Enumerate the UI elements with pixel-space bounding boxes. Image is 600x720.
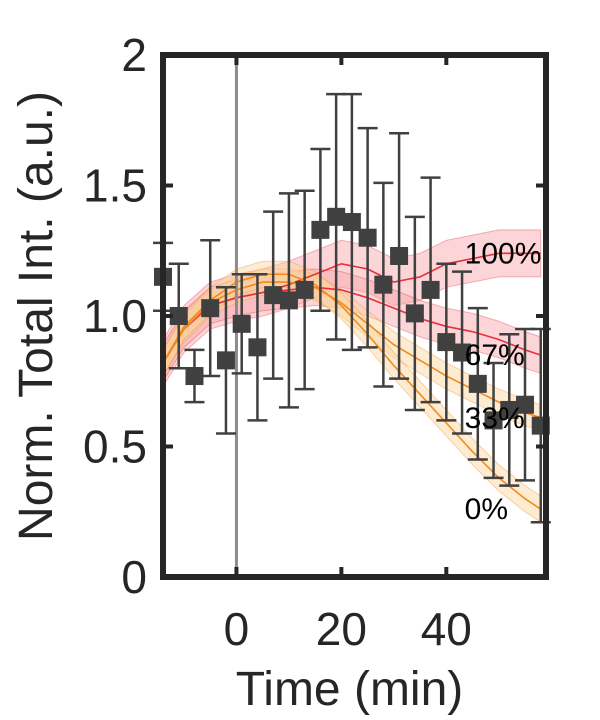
data-point (500, 400, 519, 419)
data-point (185, 367, 204, 386)
data-point (295, 280, 314, 299)
data-point (216, 351, 235, 370)
model-label-3: 0% (465, 493, 508, 526)
model-line-2 (163, 281, 542, 419)
data-point (311, 220, 330, 239)
y-tick-label: 0 (121, 551, 147, 603)
x-tick-label: 0 (224, 603, 250, 655)
data-point (248, 338, 267, 357)
model-label-1: 67% (465, 339, 525, 372)
model-line-3 (163, 273, 542, 510)
data-point (342, 213, 361, 232)
model-lines (163, 252, 542, 510)
x-tick-label: 40 (421, 603, 472, 655)
model-label-2: 33% (465, 402, 525, 435)
data-point (327, 207, 346, 226)
data-point (437, 333, 456, 352)
data-point (201, 299, 220, 318)
data-point (516, 395, 535, 414)
axis-ticks: 0 20 40 0 0.5 1.0 1.5 2 (83, 29, 546, 655)
data-point (169, 307, 188, 325)
data-point (264, 286, 283, 305)
y-tick-label: 1.5 (83, 160, 147, 212)
model-labels: 100% 67% 33% 0% (465, 237, 542, 526)
data-point (468, 374, 487, 393)
x-axis-label: Time (min) (236, 663, 464, 716)
y-tick-label: 2 (121, 29, 147, 81)
data-point (453, 343, 472, 362)
x-tick-label: 20 (316, 603, 367, 655)
data-point (279, 291, 298, 310)
model-line-1 (163, 286, 542, 364)
data-point (484, 411, 503, 430)
measured-points (153, 92, 551, 524)
data-point (390, 246, 409, 265)
data-point (405, 304, 424, 323)
data-point (374, 275, 393, 294)
model-label-0: 100% (465, 237, 542, 270)
data-point (358, 228, 377, 247)
data-point (421, 280, 440, 299)
y-tick-label: 0.5 (83, 421, 147, 473)
y-axis-label: Norm. Total Int. (a.u.) (10, 91, 63, 541)
data-point (232, 314, 251, 333)
y-tick-label: 1.0 (83, 290, 147, 342)
